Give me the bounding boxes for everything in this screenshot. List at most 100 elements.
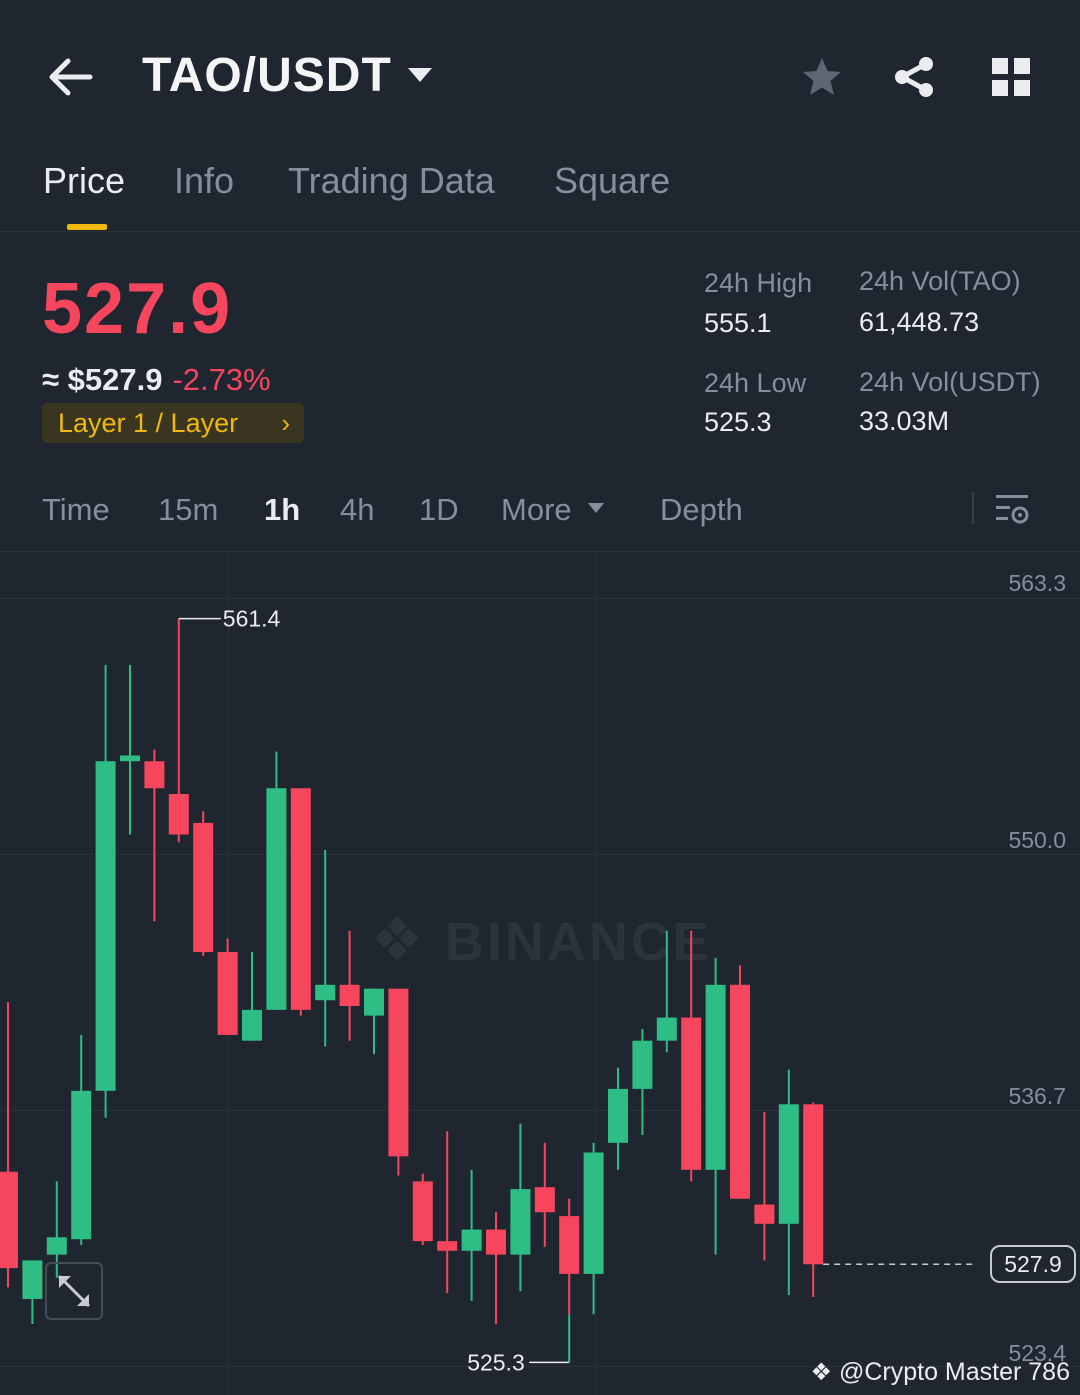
- more-caret-icon[interactable]: [587, 502, 605, 514]
- candle: [705, 957, 726, 1255]
- grid-icon[interactable]: [991, 57, 1031, 97]
- candle-body: [803, 1104, 824, 1265]
- tf-4h[interactable]: 4h: [340, 492, 375, 527]
- grid-line: [0, 1366, 1080, 1367]
- expand-icon: [57, 1274, 91, 1308]
- candle-body: [534, 1187, 555, 1213]
- vol-base-value: 61,448.73: [859, 307, 980, 337]
- low-marker-label: 525.3: [467, 1349, 525, 1375]
- candle: [632, 1029, 653, 1136]
- candle-body: [656, 1017, 677, 1041]
- candle-body: [0, 1171, 18, 1269]
- candle-body: [754, 1204, 775, 1224]
- watermark-text: BINANCE: [444, 912, 712, 972]
- candle: [315, 849, 336, 1047]
- candle: [754, 1112, 775, 1261]
- candle-body: [168, 794, 189, 835]
- pair-title[interactable]: TAO/USDT: [142, 49, 392, 102]
- candle-body: [437, 1241, 458, 1251]
- high-value: 555.1: [704, 308, 772, 338]
- candle: [193, 811, 214, 956]
- chart-settings-icon[interactable]: [995, 492, 1031, 528]
- candle: [71, 1034, 92, 1245]
- candle-body: [22, 1260, 43, 1299]
- tabs-divider: [0, 231, 1080, 232]
- expand-chart-button[interactable]: [45, 1262, 103, 1320]
- candle: [168, 618, 189, 843]
- category-tag-label: Layer 1 / Layer: [58, 408, 239, 438]
- candle: [412, 1173, 433, 1245]
- candle-body: [242, 1009, 262, 1041]
- tab-square[interactable]: Square: [554, 160, 671, 201]
- high-label: 24h High: [704, 268, 813, 298]
- chevron-right-icon: ›: [281, 408, 290, 438]
- candle-body: [778, 1104, 799, 1224]
- star-icon[interactable]: [800, 56, 844, 98]
- candle: [510, 1123, 531, 1292]
- tab-info[interactable]: Info: [174, 160, 235, 201]
- candle-body: [730, 984, 750, 1199]
- tf-15m[interactable]: 15m: [158, 492, 219, 527]
- candle: [583, 1142, 604, 1315]
- candle: [266, 751, 287, 1010]
- credit-text: @Crypto Master 786: [838, 1358, 1070, 1386]
- current-price-label: 527.9: [990, 1245, 1076, 1284]
- y-tick-label: 550.0: [1008, 827, 1066, 853]
- tab-trading-data[interactable]: Trading Data: [288, 160, 495, 201]
- candle-body: [120, 755, 140, 762]
- candle-body: [632, 1040, 653, 1089]
- candle-body: [412, 1181, 433, 1242]
- low-label: 24h Low: [704, 368, 807, 398]
- candle: [0, 1002, 18, 1288]
- candle: [364, 988, 384, 1055]
- candle: [559, 1198, 580, 1315]
- grid-line: [0, 854, 1080, 855]
- candle: [730, 965, 750, 1199]
- tab-price[interactable]: Price: [43, 160, 126, 201]
- candle-body: [290, 788, 311, 1010]
- candle: [242, 952, 262, 1041]
- vol-quote-value: 33.03M: [859, 406, 950, 436]
- candle-body: [681, 1017, 702, 1170]
- binance-watermark: ❖ BINANCE: [370, 906, 712, 973]
- tf-more[interactable]: More: [501, 492, 572, 527]
- last-price: 527.9: [42, 269, 233, 349]
- toolbar-divider: [0, 551, 1080, 552]
- candle: [388, 988, 409, 1176]
- candle: [778, 1069, 799, 1296]
- dropdown-caret-icon[interactable]: [406, 66, 434, 84]
- y-tick-label: 523.4: [1008, 1340, 1066, 1366]
- high-marker-label: 561.4: [223, 606, 281, 632]
- tf-time[interactable]: Time: [42, 492, 110, 527]
- candle: [339, 930, 360, 1041]
- approx-usd-value: ≈ $527.9: [42, 362, 163, 397]
- tf-1d[interactable]: 1D: [419, 492, 459, 527]
- candle-body: [583, 1152, 604, 1274]
- binance-logo-icon: ❖: [810, 1359, 833, 1386]
- active-tab-indicator: [67, 224, 107, 230]
- low-value: 525.3: [704, 407, 772, 437]
- author-credit: ❖ @Crypto Master 786: [811, 1358, 1071, 1387]
- candle-body: [193, 822, 214, 953]
- tf-1h[interactable]: 1h: [264, 492, 301, 527]
- candle: [95, 664, 116, 1118]
- grid-line-vertical: [595, 552, 596, 1395]
- candle: [120, 664, 140, 835]
- vol-quote-label: 24h Vol(USDT): [859, 367, 1041, 397]
- candle: [290, 788, 311, 1016]
- candle: [144, 749, 165, 922]
- candle: [534, 1142, 555, 1247]
- candle-body: [339, 984, 360, 1007]
- candle-body: [461, 1229, 482, 1251]
- candle-body: [315, 984, 336, 1001]
- tf-depth[interactable]: Depth: [660, 492, 743, 527]
- grid-line: [0, 598, 1080, 599]
- share-icon[interactable]: [892, 55, 936, 99]
- candle-body: [705, 984, 726, 1170]
- candle: [461, 1169, 482, 1301]
- back-arrow-icon[interactable]: [46, 56, 94, 98]
- candle-body: [364, 988, 384, 1016]
- change-percent: -2.73%: [172, 362, 271, 397]
- category-tag[interactable]: Layer 1 / Layer ›: [42, 403, 304, 443]
